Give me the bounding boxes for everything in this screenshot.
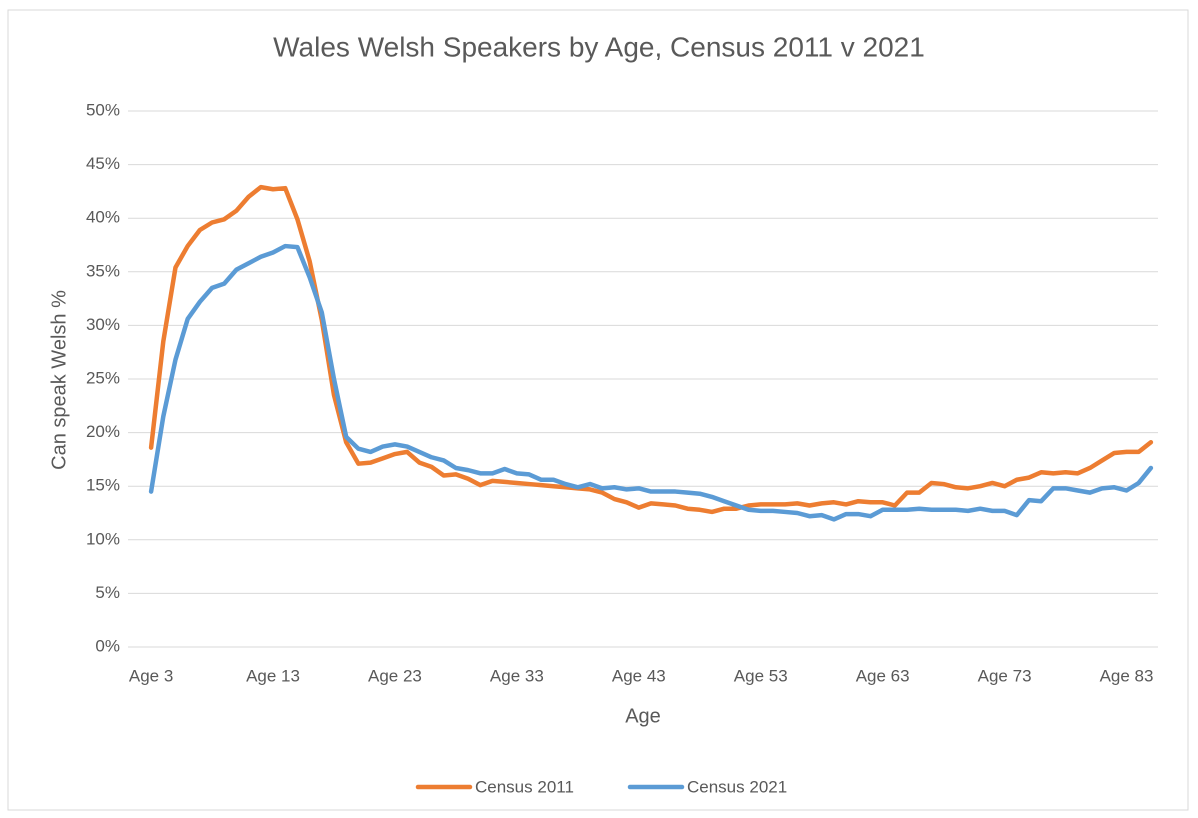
- x-tick-label: Age 3: [129, 666, 173, 685]
- y-tick-label: 50%: [86, 100, 120, 119]
- legend-label: Census 2021: [687, 777, 787, 796]
- y-tick-label: 45%: [86, 154, 120, 173]
- x-tick-label: Age 13: [246, 666, 300, 685]
- x-tick-label: Age 43: [612, 666, 666, 685]
- x-tick-label: Age 63: [856, 666, 910, 685]
- y-axis-title: Can speak Welsh %: [48, 290, 70, 470]
- y-tick-label: 25%: [86, 368, 120, 387]
- x-tick-label: Age 33: [490, 666, 544, 685]
- y-tick-label: 5%: [95, 583, 120, 602]
- x-tick-label: Age 73: [978, 666, 1032, 685]
- data-line: [148, 243, 1154, 522]
- y-tick-label: 0%: [95, 636, 120, 655]
- chart-title: Wales Welsh Speakers by Age, Census 2011…: [273, 31, 925, 62]
- chart-frame: [7, 9, 1189, 811]
- legend-label: Census 2011: [475, 777, 574, 796]
- x-tick-label: Age 83: [1100, 666, 1154, 685]
- y-tick-label: 20%: [86, 422, 120, 441]
- y-tick-label: 10%: [86, 529, 120, 548]
- y-tick-label: 35%: [86, 261, 120, 280]
- y-tick-label: 15%: [86, 476, 120, 495]
- x-tick-label: Age 23: [368, 666, 422, 685]
- y-tick-label: 40%: [86, 208, 120, 227]
- y-tick-label: 30%: [86, 315, 120, 334]
- x-axis-title: Age: [625, 705, 661, 727]
- x-tick-label: Age 53: [734, 666, 788, 685]
